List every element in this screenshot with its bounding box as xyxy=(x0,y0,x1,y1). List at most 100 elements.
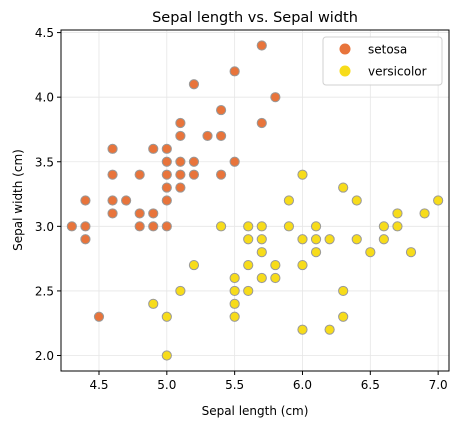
data-point-setosa xyxy=(215,104,227,116)
data-point-versicolor xyxy=(338,182,349,193)
data-point-versicolor xyxy=(243,259,254,271)
data-point-setosa xyxy=(161,156,172,167)
data-point-versicolor xyxy=(310,247,322,258)
data-point-setosa xyxy=(121,195,132,206)
data-point-versicolor xyxy=(324,324,335,335)
data-point-setosa xyxy=(270,92,281,103)
x-tick-label: 6.0 xyxy=(293,378,312,392)
data-point-setosa xyxy=(175,169,186,180)
data-point-versicolor xyxy=(256,234,267,245)
data-point-setosa xyxy=(80,195,91,206)
legend-marker-setosa xyxy=(339,43,351,55)
data-point-setosa xyxy=(107,169,118,180)
data-point-versicolor xyxy=(161,350,172,361)
x-axis-label: Sepal length (cm) xyxy=(202,404,309,418)
x-tick-label: 7.0 xyxy=(429,378,448,392)
data-point-versicolor xyxy=(243,234,254,245)
data-point-versicolor xyxy=(256,272,267,284)
data-point-setosa xyxy=(175,117,186,129)
data-point-setosa xyxy=(161,143,172,154)
data-point-versicolor xyxy=(243,285,254,297)
y-tick-label: 2.5 xyxy=(35,284,54,298)
data-point-setosa xyxy=(229,66,240,77)
plot-frame xyxy=(60,29,450,372)
data-point-versicolor xyxy=(256,247,267,258)
data-point-versicolor xyxy=(283,221,295,232)
data-point-setosa xyxy=(107,208,118,219)
data-point-setosa xyxy=(229,156,240,167)
data-point-versicolor xyxy=(351,234,362,245)
data-point-versicolor xyxy=(378,221,389,232)
data-point-versicolor xyxy=(338,285,349,297)
data-point-setosa xyxy=(215,169,227,180)
y-tick-label: 3.5 xyxy=(35,155,54,169)
x-tick-label: 4.5 xyxy=(89,378,108,392)
data-point-setosa xyxy=(175,130,186,142)
data-point-versicolor xyxy=(270,259,281,271)
data-point-setosa xyxy=(161,169,172,180)
data-point-versicolor xyxy=(283,195,295,206)
data-point-setosa xyxy=(107,195,118,206)
data-point-versicolor xyxy=(297,324,308,335)
x-tick-label: 5.0 xyxy=(157,378,176,392)
data-point-versicolor xyxy=(229,298,240,309)
chart-title: Sepal length vs. Sepal width xyxy=(152,10,358,26)
data-point-setosa xyxy=(161,182,172,193)
y-tick-label: 2.0 xyxy=(35,349,54,363)
data-point-setosa xyxy=(256,40,267,51)
data-point-versicolor xyxy=(256,221,267,232)
data-point-setosa xyxy=(93,311,105,322)
data-point-versicolor xyxy=(270,272,281,284)
data-point-setosa xyxy=(215,130,227,142)
data-point-setosa xyxy=(134,208,145,219)
data-point-versicolor xyxy=(297,234,308,245)
data-point-versicolor xyxy=(419,208,430,219)
data-point-setosa xyxy=(161,195,172,206)
data-point-versicolor xyxy=(351,195,362,206)
data-point-setosa xyxy=(148,221,159,232)
data-point-setosa xyxy=(134,221,145,232)
x-tick-label: 6.5 xyxy=(361,378,380,392)
y-tick-label: 4.5 xyxy=(35,26,54,40)
y-axis-label: Sepal width (cm) xyxy=(11,149,25,251)
x-axis-ticks: 4.5 5.0 5.5 6.0 6.5 7.0 xyxy=(89,371,448,392)
data-point-versicolor xyxy=(392,221,403,232)
data-point-setosa xyxy=(256,117,267,129)
data-point-setosa xyxy=(107,143,118,154)
data-point-versicolor xyxy=(365,247,376,258)
data-point-versicolor xyxy=(229,311,240,322)
data-point-setosa xyxy=(134,169,145,180)
legend-label-setosa: setosa xyxy=(368,43,407,57)
data-point-versicolor xyxy=(324,234,335,245)
data-point-setosa xyxy=(188,79,200,90)
data-point-versicolor xyxy=(433,195,444,206)
data-point-versicolor xyxy=(161,311,172,322)
data-point-setosa xyxy=(148,143,159,154)
data-point-versicolor xyxy=(215,221,227,232)
data-point-versicolor xyxy=(188,259,200,271)
data-point-setosa xyxy=(80,221,91,232)
legend-label-versicolor: versicolor xyxy=(368,65,427,79)
data-point-versicolor xyxy=(405,247,417,258)
data-point-versicolor xyxy=(378,234,389,245)
data-point-versicolor xyxy=(243,221,254,232)
data-point-versicolor xyxy=(310,221,322,232)
data-point-setosa xyxy=(161,221,172,232)
data-point-versicolor xyxy=(148,298,159,309)
data-point-setosa xyxy=(80,234,91,245)
data-point-versicolor xyxy=(310,234,322,245)
data-points xyxy=(66,40,444,361)
data-point-setosa xyxy=(66,221,77,232)
y-axis-ticks: 2.0 2.5 3.0 3.5 4.0 4.5 xyxy=(35,26,61,363)
legend-box xyxy=(322,36,443,86)
data-point-setosa xyxy=(175,182,186,193)
data-point-versicolor xyxy=(392,208,403,219)
y-tick-label: 4.0 xyxy=(35,91,54,105)
data-point-versicolor xyxy=(175,285,186,297)
data-point-setosa xyxy=(148,208,159,219)
data-point-setosa xyxy=(188,156,200,167)
data-point-setosa xyxy=(202,130,213,142)
data-point-versicolor xyxy=(297,259,308,271)
data-point-setosa xyxy=(175,156,186,167)
